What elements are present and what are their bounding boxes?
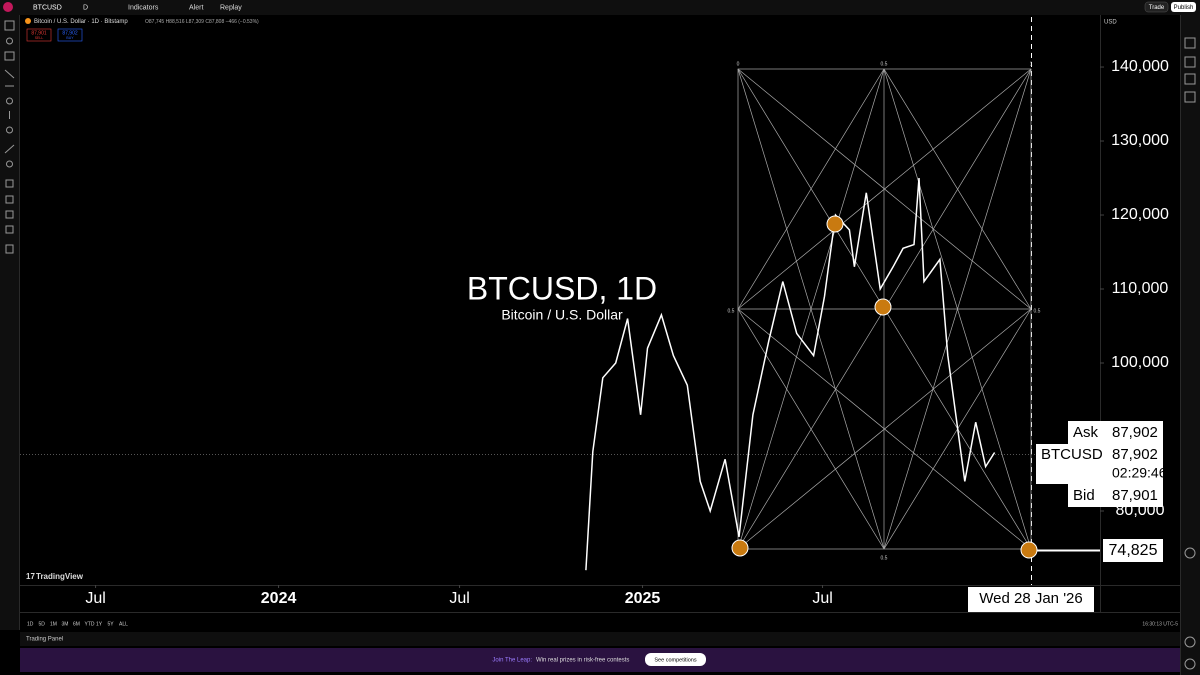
- buy-button[interactable]: [57, 28, 83, 42]
- side-icon[interactable]: [1184, 91, 1196, 103]
- countdown: 02:29:46: [1112, 465, 1167, 481]
- range-button[interactable]: ALL: [119, 621, 128, 627]
- tool-icon[interactable]: [5, 244, 14, 254]
- side-icon[interactable]: [1184, 56, 1196, 68]
- buy-label[interactable]: BUY: [66, 36, 74, 40]
- price-tag: [1103, 539, 1163, 562]
- range-button[interactable]: 6M: [73, 621, 80, 627]
- price-tag-label: 74,825: [1109, 542, 1158, 559]
- buy-price[interactable]: 87,902: [62, 30, 78, 36]
- watermark-subtitle: Bitcoin / U.S. Dollar: [501, 307, 623, 323]
- side-icon[interactable]: [1184, 73, 1196, 85]
- range-button[interactable]: 1D: [27, 621, 34, 627]
- tool-icon[interactable]: [5, 210, 14, 219]
- tool-icon[interactable]: [5, 195, 14, 204]
- x-tick-label: 2024: [261, 590, 297, 607]
- range-button[interactable]: 3M: [62, 621, 69, 627]
- ohlc: O87,745 H88,516 L87,309 C87,808 −466 (−0…: [145, 19, 259, 25]
- banner-button[interactable]: [645, 653, 706, 666]
- tool-icon[interactable]: [4, 69, 15, 79]
- tool-icon[interactable]: [4, 51, 15, 61]
- brand: TradingView: [36, 572, 84, 581]
- range-button[interactable]: 1M: [50, 621, 57, 627]
- level-label: 0.5: [881, 61, 888, 67]
- tool-icon[interactable]: [5, 225, 14, 234]
- range-button[interactable]: YTD: [85, 621, 95, 627]
- button-label[interactable]: Publish: [1174, 5, 1194, 11]
- bid-price: 87,901: [1112, 487, 1158, 504]
- last-price: 87,902: [1112, 446, 1158, 463]
- right-toolbar: [1180, 15, 1200, 675]
- ask-price: 87,902: [1112, 424, 1158, 441]
- symbol[interactable]: BTCUSD: [33, 4, 62, 11]
- button[interactable]: [1144, 1, 1169, 13]
- button-label[interactable]: Trade: [1149, 5, 1165, 11]
- gann-box[interactable]: [737, 68, 1032, 550]
- level-label: 0.5: [881, 555, 888, 561]
- avatar[interactable]: [3, 2, 13, 12]
- tool-icon[interactable]: [5, 179, 14, 188]
- range-button[interactable]: 5D: [39, 621, 46, 627]
- trading-panel[interactable]: Trading Panel: [26, 637, 63, 643]
- interval[interactable]: D: [83, 4, 88, 11]
- tool-icon[interactable]: [6, 160, 13, 168]
- y-tick-label: 120,000: [1111, 206, 1169, 223]
- level-label: 0.5: [1034, 308, 1041, 314]
- x-tick-label: Jul: [449, 590, 469, 607]
- tool-icon[interactable]: [4, 20, 15, 31]
- side-icon[interactable]: [1184, 636, 1196, 648]
- y-tick-label: 110,000: [1112, 280, 1169, 297]
- range-button[interactable]: 5Y: [108, 621, 115, 627]
- x-tick-label: Jul: [85, 590, 105, 607]
- button[interactable]: [1171, 2, 1196, 12]
- symbol-label: BTCUSD: [1041, 446, 1103, 463]
- date-tag: Wed 28 Jan '26: [979, 590, 1083, 607]
- price-line: [585, 177, 996, 571]
- legend-title: Bitcoin / U.S. Dollar · 1D · Bitstamp: [34, 19, 128, 25]
- sell-label[interactable]: SELL: [35, 36, 44, 40]
- level-label: 1: [1030, 61, 1033, 67]
- svg-text:17: 17: [26, 572, 35, 581]
- ask-label: Ask: [1073, 424, 1099, 441]
- x-tick-label: Jul: [812, 590, 832, 607]
- level-label: 0: [737, 61, 740, 67]
- bid-label: Bid: [1073, 487, 1095, 504]
- tool-icon[interactable]: [4, 144, 15, 154]
- currency: USD: [1104, 20, 1117, 26]
- banner-lead: Join The Leap:: [492, 658, 532, 664]
- banner-button-label[interactable]: See competitions: [654, 657, 696, 663]
- tool-icon[interactable]: [6, 126, 13, 134]
- level-label: 0.5: [728, 308, 735, 314]
- sell-button[interactable]: [26, 28, 52, 42]
- watermark-title: BTCUSD, 1D: [467, 270, 657, 306]
- side-icon[interactable]: [1184, 37, 1196, 49]
- range-button[interactable]: 1Y: [96, 621, 103, 627]
- side-icon[interactable]: [1184, 547, 1196, 559]
- y-tick-label: 80,000: [1116, 502, 1165, 519]
- menu-item[interactable]: Replay: [220, 4, 242, 11]
- y-tick-label: 140,000: [1111, 58, 1169, 75]
- banner: [20, 648, 1180, 672]
- x-tick-label: 2025: [625, 590, 661, 607]
- y-tick-label: 130,000: [1111, 132, 1169, 149]
- y-tick-label: 100,000: [1111, 354, 1169, 371]
- menu-item[interactable]: Indicators: [128, 4, 159, 11]
- menu-item[interactable]: Alert: [189, 4, 203, 11]
- toolbar: [0, 0, 1200, 15]
- tool-icon[interactable]: [6, 97, 13, 105]
- side-icon[interactable]: [1184, 658, 1196, 670]
- left-toolbar: [0, 15, 19, 630]
- sell-price[interactable]: 87,901: [31, 30, 47, 36]
- banner-text: Win real prizes in risk-free contests: [536, 658, 629, 664]
- clock: 16:30:13 UTC-5: [1142, 621, 1178, 627]
- tool-icon[interactable]: [6, 37, 13, 45]
